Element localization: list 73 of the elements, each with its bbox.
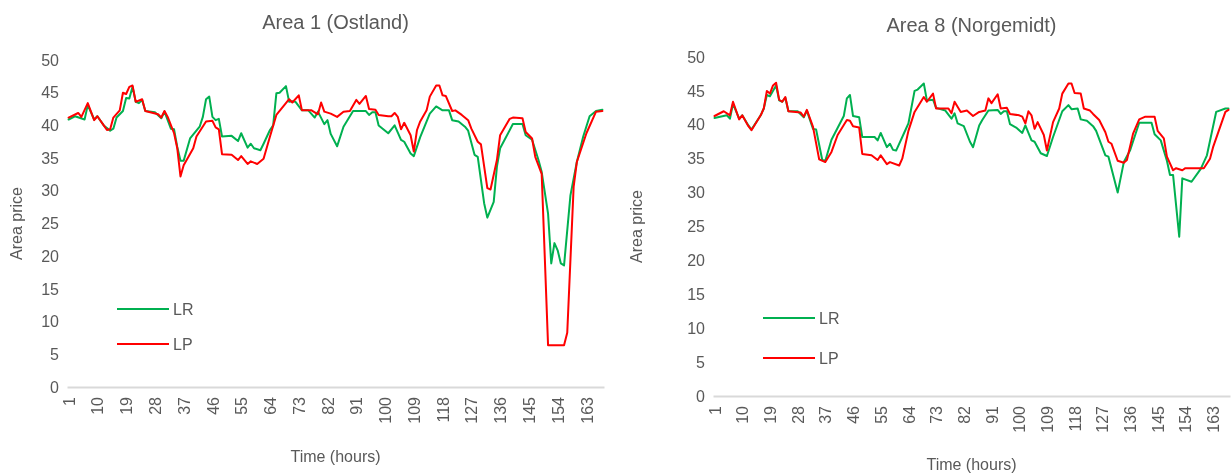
x-tick-label: 100 bbox=[1011, 405, 1029, 433]
x-tick-label: 145 bbox=[520, 396, 538, 424]
y-tick-label: 40 bbox=[41, 117, 60, 135]
line-series bbox=[67, 85, 604, 267]
x-tick-label: 154 bbox=[549, 396, 567, 424]
y-tick-label: 5 bbox=[696, 353, 706, 371]
y-tick-label: 25 bbox=[41, 215, 60, 233]
x-tick-label: 19 bbox=[762, 405, 780, 424]
x-tick-label: 91 bbox=[348, 396, 366, 415]
x-tick-label: 82 bbox=[319, 396, 337, 415]
y-tick-label: 30 bbox=[41, 182, 60, 200]
x-tick-label: 28 bbox=[789, 405, 807, 424]
x-tick-label: 37 bbox=[817, 405, 835, 424]
x-tick-label: 1 bbox=[706, 405, 724, 415]
x-tick-label: 127 bbox=[463, 396, 481, 424]
y-tick-label: 0 bbox=[696, 387, 706, 405]
legend-label: LP bbox=[819, 349, 839, 367]
x-tick-label: 1 bbox=[60, 396, 78, 406]
y-tick-label: 45 bbox=[687, 82, 706, 100]
y-axis-title: Area price bbox=[628, 189, 645, 263]
x-tick-label: 118 bbox=[434, 396, 452, 423]
x-tick-label: 109 bbox=[1039, 405, 1056, 433]
x-tick-label: 109 bbox=[405, 396, 423, 424]
y-tick-label: 35 bbox=[41, 149, 60, 167]
y-tick-label: 50 bbox=[687, 48, 706, 66]
x-tick-label: 64 bbox=[900, 405, 918, 424]
x-tick-label: 10 bbox=[734, 405, 752, 424]
x-tick-label: 127 bbox=[1094, 405, 1112, 433]
y-tick-label: 50 bbox=[41, 51, 60, 69]
y-tick-label: 25 bbox=[687, 218, 706, 236]
y-tick-label: 15 bbox=[687, 285, 706, 303]
y-tick-label: 10 bbox=[687, 319, 706, 337]
x-tick-label: 145 bbox=[1149, 405, 1167, 433]
x-tick-label: 136 bbox=[1122, 405, 1140, 433]
x-tick-label: 28 bbox=[147, 396, 164, 415]
y-tick-label: 10 bbox=[41, 313, 60, 331]
x-tick-label: 37 bbox=[175, 396, 193, 415]
x-tick-label: 163 bbox=[578, 396, 596, 424]
x-tick-label: 163 bbox=[1205, 405, 1223, 433]
chart-title: Area 1 (Ostland) bbox=[262, 11, 409, 33]
y-tick-label: 15 bbox=[41, 280, 60, 298]
legend-label: LR bbox=[819, 309, 840, 327]
line-series bbox=[713, 82, 1230, 238]
legend-label: LR bbox=[173, 300, 194, 318]
x-axis-title: Time (hours) bbox=[290, 448, 381, 465]
legend-label: LP bbox=[173, 335, 193, 353]
chart-title: Area 8 (Norgemidt) bbox=[886, 14, 1057, 36]
line-series bbox=[713, 81, 1230, 172]
x-tick-label: 46 bbox=[204, 396, 222, 415]
x-tick-label: 19 bbox=[118, 396, 136, 415]
y-tick-label: 20 bbox=[687, 252, 706, 270]
x-tick-label: 73 bbox=[928, 405, 946, 424]
x-tick-label: 136 bbox=[492, 396, 510, 424]
x-axis-title: Time (hours) bbox=[926, 456, 1017, 473]
x-tick-label: 55 bbox=[872, 405, 890, 424]
y-axis-title: Area price bbox=[8, 186, 25, 260]
y-tick-label: 0 bbox=[50, 378, 60, 396]
x-tick-label: 91 bbox=[983, 405, 1001, 424]
x-tick-label: 73 bbox=[290, 396, 308, 415]
y-tick-label: 35 bbox=[687, 150, 706, 168]
y-tick-label: 20 bbox=[41, 247, 60, 265]
y-tick-label: 45 bbox=[41, 84, 60, 102]
x-tick-label: 118 bbox=[1066, 405, 1084, 432]
x-tick-label: 154 bbox=[1177, 405, 1195, 433]
x-tick-label: 64 bbox=[262, 396, 280, 415]
x-tick-label: 10 bbox=[89, 396, 107, 415]
y-tick-label: 5 bbox=[50, 345, 60, 363]
x-tick-label: 100 bbox=[377, 396, 395, 424]
x-tick-label: 82 bbox=[955, 405, 973, 424]
y-tick-label: 30 bbox=[687, 184, 706, 202]
y-tick-label: 40 bbox=[687, 116, 706, 134]
x-tick-label: 55 bbox=[233, 396, 251, 415]
x-tick-label: 46 bbox=[845, 405, 863, 424]
